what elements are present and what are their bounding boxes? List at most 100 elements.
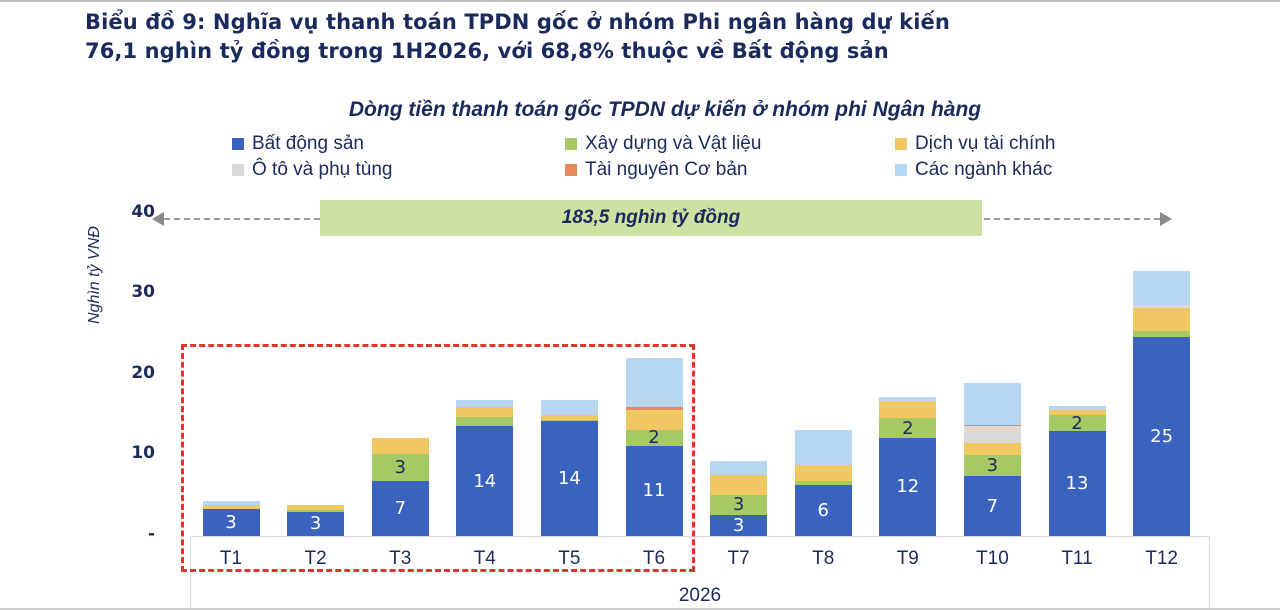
legend-item: Ô tô và phụ tùng (232, 158, 565, 181)
bar-segment (1048, 410, 1106, 416)
bar-segment (456, 407, 514, 417)
bar-t5: 14 (540, 399, 598, 536)
y-tick-label: 30 (131, 282, 155, 303)
data-label: 7 (394, 498, 406, 520)
span-arrow-line-left (164, 218, 320, 220)
x-tick-label: T4 (473, 548, 496, 569)
data-label: 11 (642, 480, 666, 502)
bar-segment: 3 (287, 511, 345, 536)
legend-label: Xây dựng và Vật liệu (585, 132, 762, 154)
x-tick-label: T8 (812, 548, 835, 569)
legend-swatch-icon (232, 163, 244, 176)
bar-segment: 3 (710, 515, 768, 537)
bar-segment (287, 505, 345, 511)
top-border (0, 0, 1280, 2)
data-label: 3 (309, 513, 322, 535)
bar-segment (540, 399, 598, 416)
bar-segment (879, 397, 937, 402)
legend-item: Bất động sản (232, 132, 565, 155)
bar-segment: 3 (963, 455, 1021, 476)
x-tick-label: T3 (389, 548, 412, 569)
x-tick-label: T7 (727, 548, 750, 569)
bar-segment (540, 419, 598, 421)
bar-segment (710, 461, 768, 475)
bar-segment (1133, 304, 1191, 308)
data-label: 2 (648, 427, 660, 449)
bar-segment: 2 (1048, 412, 1106, 434)
bar-segment: 6 (794, 485, 852, 536)
bar-segment (710, 474, 768, 495)
data-label: 14 (473, 470, 497, 492)
bar-segment: 3 (371, 453, 429, 482)
bar-segment (625, 410, 683, 430)
bar-segment: 13 (1048, 431, 1106, 536)
legend-item: Xây dựng và Vật liệu (565, 132, 895, 155)
legend-swatch-icon (565, 163, 577, 176)
legend-label: Bất động sản (252, 132, 364, 154)
bar-t4: 14 (456, 399, 514, 536)
bar-segment: 3 (202, 509, 260, 536)
bar-segment (540, 415, 598, 420)
legend-label: Tài nguyên Cơ bản (585, 158, 748, 180)
y-tick-label: 20 (131, 362, 155, 383)
bar-segment: 14 (456, 426, 514, 536)
bar-segment (963, 442, 1021, 456)
legend-label: Ô tô và phụ tùng (252, 158, 393, 180)
bar-segment (456, 399, 514, 408)
bar-segment (1133, 270, 1191, 305)
x-tick-label: T6 (642, 548, 666, 569)
y-tick-label: 40 (131, 201, 155, 222)
data-label: 25 (1150, 425, 1174, 447)
bar-segment: 14 (540, 420, 598, 536)
span-arrow-line-right (984, 218, 1160, 220)
headline-line-2: 76,1 nghìn tỷ đồng trong 1H2026, với 68,… (85, 39, 889, 63)
figure-headline: Biểu đồ 9: Nghĩa vụ thanh toán TPDN gốc … (85, 8, 1235, 66)
data-label: 12 (896, 476, 920, 498)
bar-segment (625, 407, 683, 411)
bar-segment: 7 (371, 481, 429, 536)
bar-segment (625, 357, 683, 408)
bar-segment (963, 425, 1021, 443)
bar-segment (287, 510, 345, 512)
y-tick-label: 10 (131, 443, 155, 464)
headline-line-1: Biểu đồ 9: Nghĩa vụ thanh toán TPDN gốc … (85, 10, 950, 34)
bar-segment (963, 424, 1021, 426)
bar-segment (879, 401, 937, 419)
bar-segment (794, 481, 852, 486)
x-tick-label: T2 (304, 548, 327, 569)
bar-t8: 6 (794, 430, 852, 536)
bottom-border (0, 608, 1280, 610)
x-axis-frame (190, 536, 1210, 610)
data-label: 6 (817, 500, 829, 522)
arrow-left-icon (152, 212, 164, 226)
data-label: 3 (225, 512, 237, 534)
data-label: 2 (1071, 412, 1083, 434)
x-tick-label: T10 (976, 548, 1009, 569)
bar-segment (456, 416, 514, 427)
bar-segment: 2 (879, 417, 937, 439)
bar-segment (371, 437, 429, 454)
data-label: 13 (1065, 473, 1089, 495)
legend-swatch-icon (565, 137, 577, 150)
data-label: 7 (986, 495, 999, 517)
data-label: 2 (902, 417, 914, 439)
legend-swatch-icon (895, 137, 907, 150)
legend-item: Tài nguyên Cơ bản (565, 158, 895, 181)
chart-title: Dòng tiền thanh toán gốc TPDN dự kiến ở … (348, 98, 982, 121)
bar-segment: 3 (710, 494, 768, 515)
bar-segment: 2 (625, 427, 683, 449)
x-tick-label: T5 (558, 548, 581, 569)
x-tick-label: T11 (1061, 548, 1093, 569)
h1-highlight-box (181, 344, 695, 572)
legend-item: Các ngành khác (895, 158, 1155, 181)
bar-segment (202, 505, 260, 510)
data-label: 3 (732, 515, 745, 537)
bar-t12: 25 (1133, 270, 1191, 536)
x-tick-label: T12 (1145, 548, 1178, 569)
legend-swatch-icon (895, 163, 907, 176)
chart-legend: Bất động sản Xây dựng và Vật liệu Dịch vụ … (232, 132, 1152, 181)
